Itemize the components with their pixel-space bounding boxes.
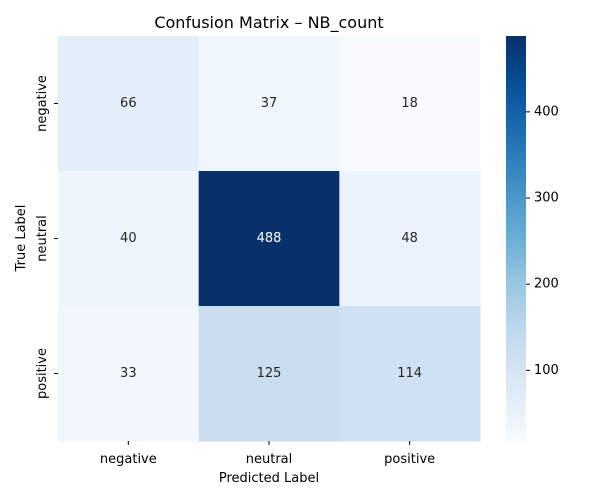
colorbar-tick-label: 200 <box>534 277 559 292</box>
cell-value-label: 125 <box>257 366 282 381</box>
heatmap-cell-labels: 66 37 18 40 488 48 33 125 114 <box>120 96 422 381</box>
chart-title: Confusion Matrix – NB_count <box>154 13 383 33</box>
heatmap-cell <box>198 306 340 442</box>
cell-value-label: 66 <box>120 96 137 111</box>
x-axis: negative neutral positive <box>100 441 435 467</box>
x-tick-label: negative <box>100 452 157 467</box>
colorbar-tick-label: 100 <box>534 363 559 378</box>
x-tick-label: neutral <box>246 452 293 467</box>
colorbar-ticks: 100 200 300 400 <box>526 104 559 378</box>
y-axis: negative neutral positive <box>35 75 58 399</box>
x-axis-label: Predicted Label <box>219 471 319 486</box>
y-tick-label: positive <box>35 348 50 399</box>
heatmap-cell <box>339 306 481 442</box>
y-tick-label: negative <box>35 75 50 132</box>
y-axis-label: True Label <box>14 205 29 273</box>
x-tick-label: positive <box>384 452 435 467</box>
cell-value-label: 114 <box>397 366 422 381</box>
heatmap-cell <box>339 36 481 172</box>
heatmap-cell <box>198 171 340 307</box>
colorbar <box>506 36 526 441</box>
cell-value-label: 37 <box>261 96 278 111</box>
heatmap-cell <box>58 36 200 172</box>
colorbar-tick-label: 300 <box>534 191 559 206</box>
cell-value-label: 18 <box>401 96 418 111</box>
y-tick-label: neutral <box>35 215 50 262</box>
colorbar-tick-label: 400 <box>534 104 559 119</box>
heatmap-cell <box>58 306 200 442</box>
cell-value-label: 40 <box>120 231 137 246</box>
heatmap-cell <box>198 36 340 172</box>
cell-value-label: 33 <box>120 366 137 381</box>
heatmap-cell <box>58 171 200 307</box>
cell-value-label: 48 <box>401 231 418 246</box>
cell-value-label: 488 <box>257 231 282 246</box>
heatmap-cell <box>339 171 481 307</box>
heatmap-cells <box>58 36 481 442</box>
